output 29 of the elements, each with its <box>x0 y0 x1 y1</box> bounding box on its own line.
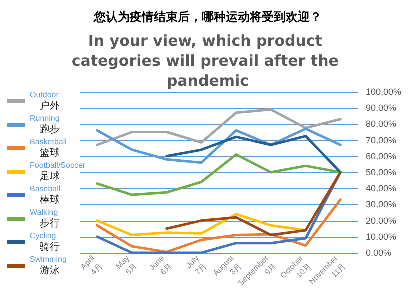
line-series <box>96 213 308 237</box>
y-tick-label: 90,00% <box>366 103 397 114</box>
legend-label: Running 跑步 <box>30 114 60 136</box>
legend-label: Swimming 游泳 <box>30 255 67 276</box>
legend-label: Outdoor 户外 <box>30 90 60 112</box>
legend-label: Baseball 棒球 <box>30 184 61 206</box>
line-series <box>96 108 342 146</box>
chart-title: 您认为疫情结束后，哪种运动将受到欢迎？ <box>93 10 322 24</box>
y-tick-label: 40,00% <box>366 184 397 194</box>
legend-label: Cycling 骑行 <box>30 232 60 253</box>
y-tick-label: 100,00% <box>366 87 402 97</box>
line-series <box>166 171 342 237</box>
line-series <box>96 198 342 254</box>
legend-label: Basketball 篮球 <box>30 138 68 159</box>
x-tick-label: May 5月 <box>114 254 140 277</box>
y-tick-label: 0,00% <box>366 248 392 258</box>
legend-label: Football/Soccer 足球 <box>30 161 86 182</box>
y-tick-label: 30,00% <box>366 200 397 210</box>
y-tick-label: 50,00% <box>366 168 397 178</box>
y-tick-label: 80,00% <box>366 119 397 130</box>
legend-label: Walking 步行 <box>30 208 60 230</box>
y-tick-label: 60,00% <box>366 151 397 162</box>
chart-subtitle: In your view, which product categories will prevail after the pandemic <box>72 32 344 90</box>
line-series <box>166 135 342 174</box>
line-series <box>96 154 342 196</box>
y-tick-label: 10,00% <box>366 232 397 242</box>
x-tick-label: July 7月 <box>184 254 209 277</box>
y-tick-label: 20,00% <box>366 216 397 226</box>
y-tick-label: 70,00% <box>366 135 397 146</box>
